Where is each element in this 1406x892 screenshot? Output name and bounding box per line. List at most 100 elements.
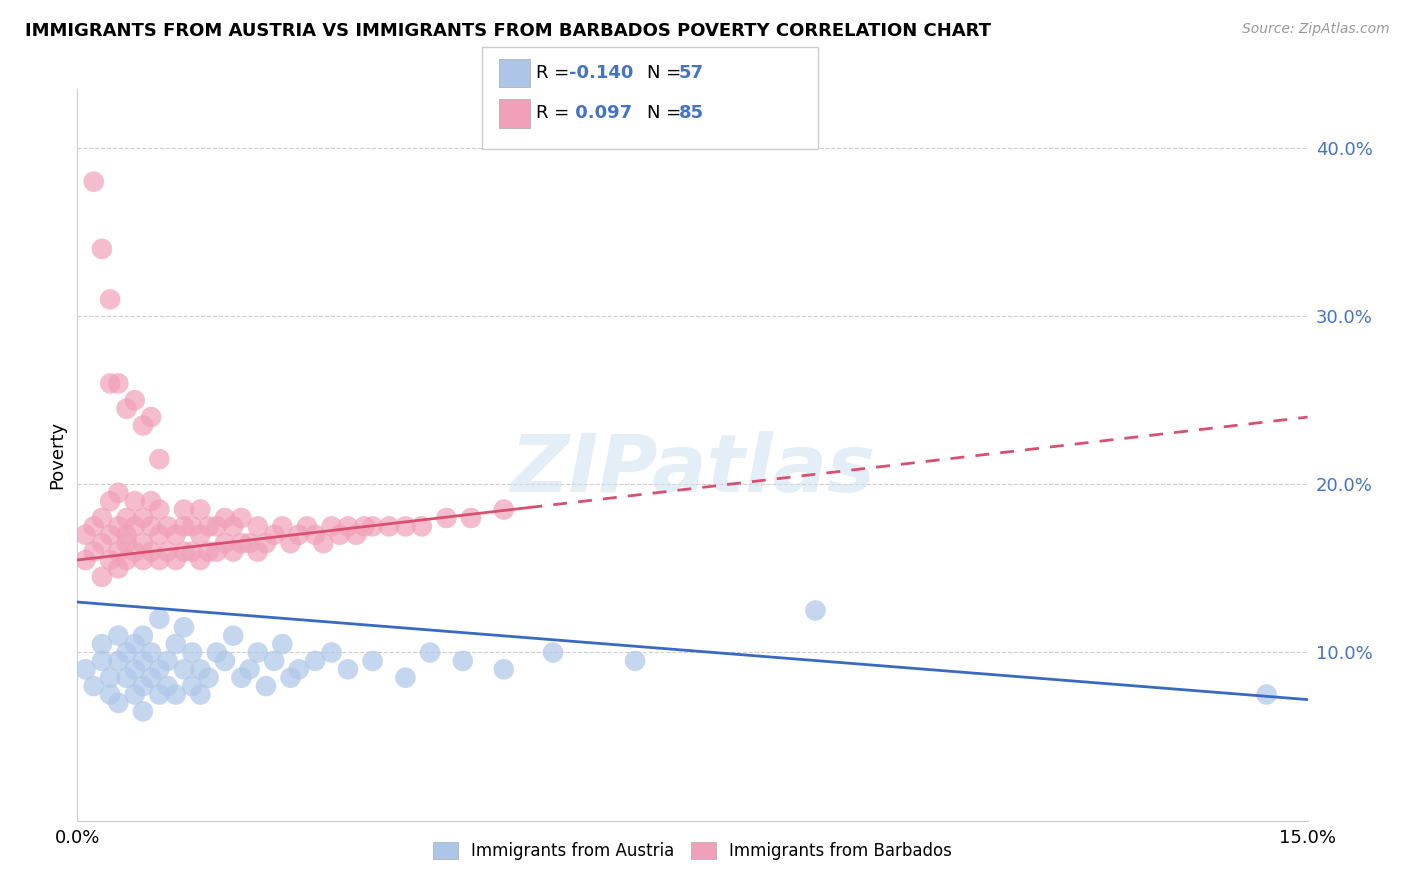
Text: N =: N = <box>647 64 686 82</box>
Point <box>541 645 564 659</box>
Point <box>181 645 204 659</box>
Point <box>141 410 163 425</box>
Point <box>107 519 129 533</box>
Point <box>222 544 245 558</box>
Point <box>394 519 416 533</box>
Point <box>173 519 195 533</box>
Point <box>115 536 138 550</box>
Text: IMMIGRANTS FROM AUSTRIA VS IMMIGRANTS FROM BARBADOS POVERTY CORRELATION CHART: IMMIGRANTS FROM AUSTRIA VS IMMIGRANTS FR… <box>25 22 991 40</box>
Point <box>132 679 155 693</box>
Point <box>246 645 269 659</box>
Point <box>436 511 458 525</box>
Point <box>83 519 105 533</box>
Point <box>124 393 146 408</box>
Point <box>124 662 146 676</box>
Point <box>98 671 121 685</box>
Point <box>124 637 146 651</box>
Point <box>295 519 318 533</box>
Point <box>329 528 352 542</box>
Point <box>115 401 138 416</box>
Point <box>188 528 212 542</box>
Point <box>132 511 155 525</box>
Point <box>173 662 195 676</box>
Point <box>148 662 170 676</box>
Point <box>115 511 138 525</box>
Text: 57: 57 <box>679 64 704 82</box>
Text: R =: R = <box>536 64 575 82</box>
Point <box>263 528 285 542</box>
Point <box>132 654 155 668</box>
Point <box>141 494 163 508</box>
Point <box>132 629 155 643</box>
Point <box>492 662 515 676</box>
Point <box>98 293 121 307</box>
Point <box>214 536 236 550</box>
Point <box>173 620 195 634</box>
Point <box>205 519 228 533</box>
Point <box>197 544 219 558</box>
Point <box>271 519 294 533</box>
Point <box>115 528 138 542</box>
Point <box>124 544 146 558</box>
Point <box>804 603 827 617</box>
Point <box>141 671 163 685</box>
Text: -0.140: -0.140 <box>569 64 634 82</box>
Text: 85: 85 <box>679 104 704 122</box>
Point <box>353 519 375 533</box>
Point <box>254 679 277 693</box>
Point <box>188 688 212 702</box>
Point <box>205 645 228 659</box>
Point <box>107 544 129 558</box>
Point <box>98 688 121 702</box>
Point <box>344 528 367 542</box>
Point <box>304 528 326 542</box>
Point <box>156 679 179 693</box>
Point <box>222 519 245 533</box>
Point <box>90 654 114 668</box>
Point <box>165 688 187 702</box>
Point <box>337 519 360 533</box>
Point <box>271 637 294 651</box>
Point <box>83 679 105 693</box>
Point <box>148 528 170 542</box>
Point <box>280 536 302 550</box>
Point <box>107 654 129 668</box>
Point <box>239 662 262 676</box>
Point <box>337 662 360 676</box>
Text: ZIPatlas: ZIPatlas <box>510 431 875 508</box>
Point <box>83 175 105 189</box>
Point <box>181 544 204 558</box>
Point <box>148 612 170 626</box>
Point <box>132 553 155 567</box>
Point <box>98 494 121 508</box>
Point <box>181 519 204 533</box>
Point <box>90 511 114 525</box>
Point <box>197 671 219 685</box>
Point <box>304 654 326 668</box>
Point <box>83 544 105 558</box>
Point <box>1256 688 1278 702</box>
Text: R =: R = <box>536 104 575 122</box>
Point <box>98 553 121 567</box>
Point <box>132 418 155 433</box>
Point <box>188 662 212 676</box>
Legend: Immigrants from Austria, Immigrants from Barbados: Immigrants from Austria, Immigrants from… <box>426 836 959 867</box>
Point <box>107 629 129 643</box>
Point <box>312 536 335 550</box>
Point <box>124 688 146 702</box>
Point <box>205 544 228 558</box>
Point <box>107 561 129 575</box>
Point <box>460 511 482 525</box>
Point <box>231 511 253 525</box>
Point <box>181 679 204 693</box>
Point <box>361 519 384 533</box>
Point <box>148 553 170 567</box>
Text: N =: N = <box>647 104 686 122</box>
Point <box>263 654 285 668</box>
Point <box>107 376 129 391</box>
Point <box>451 654 474 668</box>
Point <box>115 645 138 659</box>
Point <box>148 452 170 467</box>
Point <box>188 553 212 567</box>
Point <box>288 662 311 676</box>
